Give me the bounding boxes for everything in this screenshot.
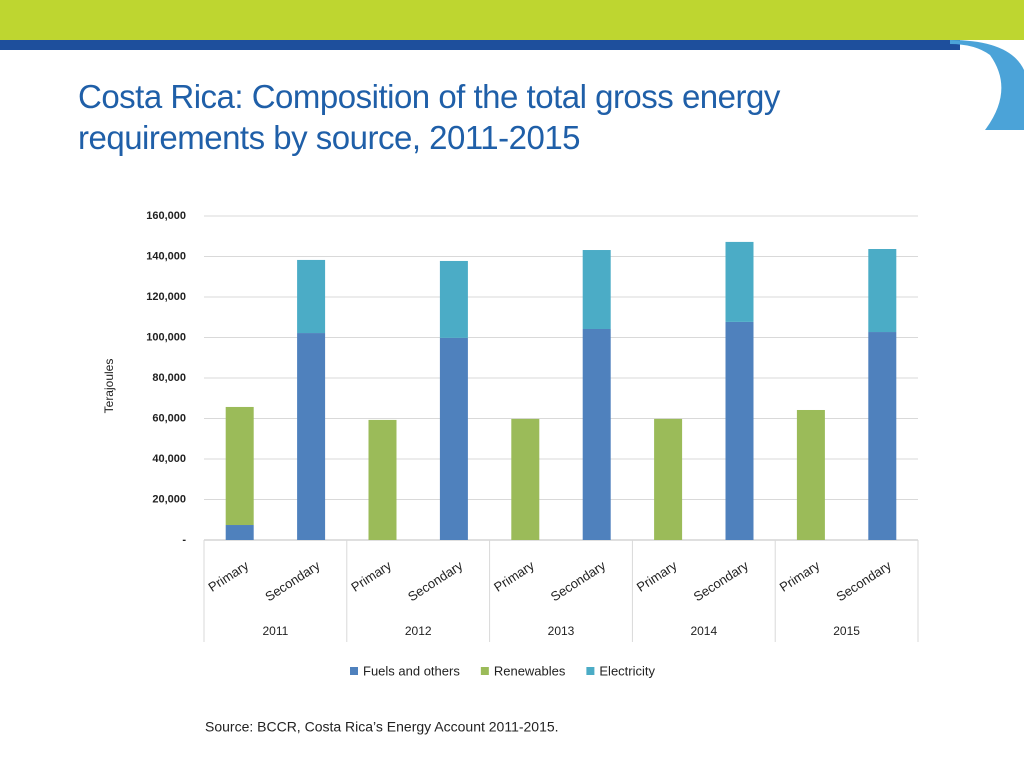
x-tick-label: Secondary <box>262 558 323 605</box>
bar-segment <box>582 328 611 540</box>
bar-segment <box>368 419 397 540</box>
x-tick-label: Secondary <box>834 558 895 605</box>
bar-segment <box>511 418 540 540</box>
x-tick-label: Primary <box>491 558 537 595</box>
y-axis-label: Terajoules <box>102 359 116 414</box>
bar-segment <box>796 409 825 540</box>
y-tick-label: 140,000 <box>146 250 186 262</box>
y-tick-label: 20,000 <box>152 493 186 505</box>
legend-label: Renewables <box>494 663 566 678</box>
bar-segment <box>868 249 897 333</box>
bar-segment <box>725 321 754 540</box>
x-tick-label: Primary <box>777 558 823 595</box>
y-tick-label: - <box>182 534 186 546</box>
header-swoosh <box>950 40 1024 130</box>
x-tick-label: Primary <box>205 558 251 595</box>
legend-swatch <box>586 667 595 675</box>
group-label: 2015 <box>833 624 860 638</box>
y-tick-label: 160,000 <box>146 210 186 222</box>
header-stripe <box>0 40 960 50</box>
bar-segment <box>439 337 468 540</box>
y-tick-label: 60,000 <box>152 412 186 424</box>
y-tick-label: 100,000 <box>146 331 186 343</box>
legend-swatch <box>350 667 358 675</box>
legend-label: Electricity <box>599 663 655 678</box>
y-tick-label: 120,000 <box>146 291 186 303</box>
bar-segment <box>868 332 897 540</box>
bar-segment <box>439 260 468 338</box>
bar-segment <box>582 250 611 329</box>
group-label: 2013 <box>548 624 575 638</box>
header-band <box>0 0 1024 40</box>
x-tick-label: Secondary <box>405 558 466 605</box>
bar-segment <box>225 406 254 526</box>
slide-title: Costa Rica: Composition of the total gro… <box>78 78 780 156</box>
x-tick-label: Secondary <box>548 558 609 605</box>
legend-label: Fuels and others <box>363 663 460 678</box>
source-note: Source: BCCR, Costa Rica’s Energy Accoun… <box>205 719 559 735</box>
group-label: 2011 <box>262 624 288 638</box>
group-label: 2012 <box>405 624 432 638</box>
y-tick-label: 80,000 <box>152 372 186 384</box>
bar-segment <box>725 241 754 322</box>
bar-segment <box>297 333 326 540</box>
bar-segment <box>654 418 683 540</box>
legend-swatch <box>480 667 489 675</box>
x-tick-label: Primary <box>634 558 680 595</box>
x-tick-label: Primary <box>348 558 394 595</box>
group-label: 2014 <box>690 624 717 638</box>
bar-segment <box>297 259 326 334</box>
y-tick-label: 40,000 <box>152 453 186 465</box>
bar-segment <box>225 525 254 540</box>
x-tick-label: Secondary <box>691 558 752 605</box>
